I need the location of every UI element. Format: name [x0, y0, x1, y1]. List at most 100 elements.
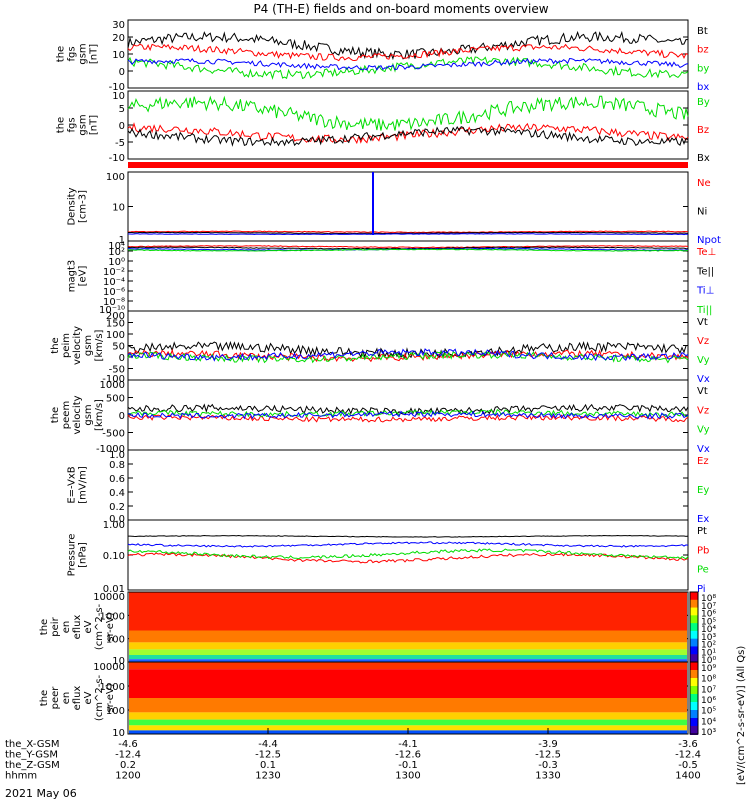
legend-label: Vx: [697, 374, 710, 385]
panel-peem_velocity: 1000 500 0 -500 -1000 the peem velocity gsm [km/s…: [50, 379, 710, 455]
legend-label: Ey: [697, 485, 709, 496]
colorbar-segment: [690, 599, 698, 609]
series-line: [127, 95, 689, 131]
y-tick-label: 10000: [93, 592, 125, 603]
x-axis-value: 1330: [535, 771, 560, 782]
y-axis-label: (cm^2-s-: [94, 674, 105, 721]
y-axis-label: Density: [67, 187, 78, 225]
series-line: [127, 43, 689, 62]
spectrogram-band: [129, 649, 687, 655]
colorbar-segment: [690, 718, 698, 727]
legend-label: Ti⊥: [696, 286, 714, 297]
legend-label: Pt: [697, 526, 707, 537]
x-axis-value: 1200: [115, 771, 140, 782]
x-axis-value: 0.2: [120, 760, 136, 771]
y-tick-label: 0: [119, 67, 125, 78]
plot-title: P4 (TH-E) fields and on-board moments ov…: [253, 2, 548, 16]
colorbar-tick-label: 10⁶: [701, 696, 716, 706]
y-tick-label: 10⁻¹⁰: [99, 305, 125, 316]
quality-bar: [128, 162, 688, 168]
y-axis-label: the: [56, 117, 67, 133]
x-axis-value: -0.1: [398, 760, 418, 771]
colorbar-label: [eV/(cm^2-s-sr-eV)] (All Qs): [736, 646, 747, 785]
y-axis-label: peir: [50, 616, 61, 636]
colorbar-segment: [690, 630, 698, 640]
y-tick-label: 10⁰: [108, 257, 125, 268]
legend-label: Vz: [697, 405, 709, 416]
colorbar-segment: [690, 710, 698, 719]
y-axis-label: [nT]: [89, 44, 100, 64]
legend-label: Npot: [697, 235, 721, 246]
x-axis-value: 0.1: [260, 760, 276, 771]
y-axis-label: peer: [50, 686, 61, 710]
panel-fgs_gsm_dsl: 10 5 0 -5 -10 the fgs gsm [nT] By Bz Bx: [56, 90, 710, 164]
colorbar-tick-label: 10⁸: [701, 594, 716, 604]
spectrogram-band: [129, 630, 687, 643]
y-tick-label: -500: [102, 429, 125, 440]
panel-peir_spec: 10000 1000 100 10 the peir en eflux eV (cm^2-s-sr…: [39, 591, 716, 667]
series-line: [127, 247, 689, 251]
legend-label: Vx: [697, 444, 710, 455]
date-label: 2021 May 06: [5, 787, 77, 800]
y-axis-label: gsm: [78, 114, 89, 135]
y-tick-label: 0.01: [103, 584, 125, 595]
legend-label: Vy: [697, 425, 710, 436]
legend-label: Ni: [697, 207, 707, 218]
legend-label: Vt: [697, 317, 708, 328]
colorbar-tick-label: 10¹: [701, 648, 716, 658]
colorbar-tick-label: 10²: [701, 641, 716, 651]
panel-pressure: 1.00 0.10 0.01 Pressure [nPa] Pt Pb Pe Pi: [67, 519, 709, 595]
spectrogram-band: [129, 592, 687, 631]
y-tick-label: 1000: [100, 682, 125, 693]
colorbar-frame: [689, 661, 699, 735]
y-tick-label: 10⁴: [108, 241, 125, 252]
legend-label: Vt: [697, 386, 708, 397]
series-line: [127, 57, 689, 71]
y-tick-label: 50: [112, 342, 125, 353]
panel-frame: [127, 240, 689, 312]
y-tick-label: 0.6: [109, 474, 125, 485]
y-tick-label: -1000: [96, 444, 125, 455]
y-tick-label: 0.0: [109, 514, 125, 525]
y-tick-label: 1000: [100, 611, 125, 622]
y-axis-label: en: [61, 621, 72, 634]
legend-label: Bt: [697, 26, 708, 37]
colorbar-segment: [690, 686, 698, 695]
colorbar-segment: [690, 623, 698, 632]
series-line: [127, 403, 689, 416]
y-axis-label: [nPa]: [78, 542, 89, 568]
y-tick-label: 0.10: [103, 551, 125, 562]
y-axis-label: gsm: [83, 335, 94, 356]
y-axis-label: sr-eV): [105, 612, 116, 641]
y-axis-label: velocity: [72, 395, 83, 434]
colorbar-tick-label: 10⁸: [701, 675, 716, 685]
series-line: [127, 122, 689, 145]
x-axis-annotations: the_X-GSM -4.6 -4.4 -4.1 -3.9 -3.6 the_Y-GSM -1…: [5, 728, 701, 782]
series-line: [127, 248, 689, 252]
x-axis-value: -0.3: [538, 760, 558, 771]
x-axis-value: -12.4: [675, 750, 701, 761]
legend-label: by: [697, 63, 709, 74]
series-line: [128, 534, 689, 538]
y-axis-label: en: [61, 692, 72, 705]
colorbar-segment: [690, 646, 698, 656]
y-axis-label: the: [39, 690, 50, 706]
x-axis-value: -12.5: [535, 750, 561, 761]
series-line: [128, 231, 689, 235]
y-axis-label: (cm^2-s-: [94, 603, 105, 650]
spectrogram-band: [129, 719, 687, 726]
y-tick-label: 100: [106, 172, 125, 183]
x-axis-value: -4.6: [118, 739, 138, 750]
y-tick-label: 200: [106, 311, 125, 322]
series-line: [127, 541, 689, 548]
spectrogram-band: [129, 655, 687, 660]
legend-label: Ne: [697, 178, 711, 189]
y-axis-label: fgs: [67, 46, 78, 61]
x-axis-value: -12.4: [115, 750, 141, 761]
y-tick-label: 100: [106, 635, 125, 646]
y-axis-label: velocity: [72, 326, 83, 365]
spectrogram-band: [129, 698, 687, 713]
colorbar-segment: [690, 678, 698, 687]
legend-label: Te⊥: [696, 247, 716, 258]
